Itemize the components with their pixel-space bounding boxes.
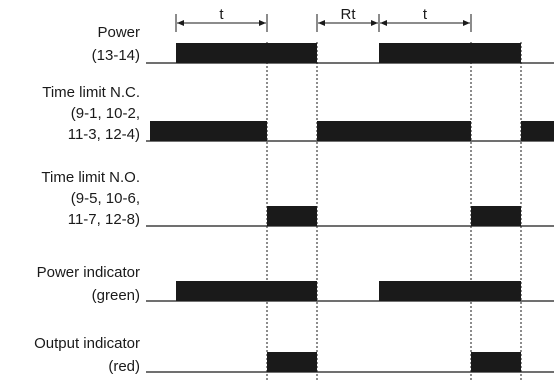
row-label: Power indicator (green) <box>37 264 140 304</box>
row-label: Time limit N.C. (9-1, 10-2, 11-3, 12-4) <box>42 84 140 143</box>
row-label: Time limit N.O. (9-5, 10-6, 11-7, 12-8) <box>41 169 140 228</box>
signal-on-block <box>176 281 317 301</box>
signal-on-block <box>471 43 521 63</box>
row-label-line: Time limit N.C. <box>42 84 140 101</box>
row-time-limit-nc: Time limit N.C. (9-1, 10-2, 11-3, 12-4) <box>42 84 554 143</box>
row-power: Power (13-14) <box>92 24 554 64</box>
timing-label-t: t <box>219 6 224 23</box>
row-label: Power (13-14) <box>92 24 140 64</box>
row-label: Output indicator (red) <box>34 335 140 375</box>
row-label-line: Time limit N.O. <box>41 169 140 186</box>
row-label-line: (13-14) <box>92 47 140 64</box>
row-label-line: (red) <box>108 358 140 375</box>
row-label-line: (green) <box>92 287 140 304</box>
signal-on-block <box>471 206 521 226</box>
row-label-line: Output indicator <box>34 335 140 352</box>
signal-on-block <box>267 206 317 226</box>
timing-label-rt: Rt <box>341 6 357 23</box>
timing-label-t: t <box>423 6 428 23</box>
row-power-indicator: Power indicator (green) <box>37 264 554 304</box>
row-label-line: Power indicator <box>37 264 140 281</box>
signal-on-block <box>317 121 471 141</box>
signal-on-block <box>471 352 521 372</box>
row-label-line: 11-7, 12-8) <box>68 211 140 228</box>
row-output-indicator: Output indicator (red) <box>34 335 554 375</box>
timing-dimensions: t Rt t <box>175 6 472 32</box>
row-label-line: (9-1, 10-2, <box>71 105 140 122</box>
signal-on-block <box>379 43 471 63</box>
row-label-line: 11-3, 12-4) <box>68 126 140 143</box>
signal-on-block <box>267 43 317 63</box>
signal-on-block <box>521 121 554 141</box>
signal-on-block <box>150 121 267 141</box>
row-label-line: (9-5, 10-6, <box>71 190 140 207</box>
row-label-line: Power <box>97 24 140 41</box>
signal-rows: Power (13-14) Time limit N.C. (9-1, 10-2, 11… <box>34 24 554 375</box>
signal-on-block <box>379 281 521 301</box>
signal-on-block <box>176 43 267 63</box>
signal-on-block <box>267 352 317 372</box>
row-time-limit-no: Time limit N.O. (9-5, 10-6, 11-7, 12-8) <box>41 169 554 228</box>
